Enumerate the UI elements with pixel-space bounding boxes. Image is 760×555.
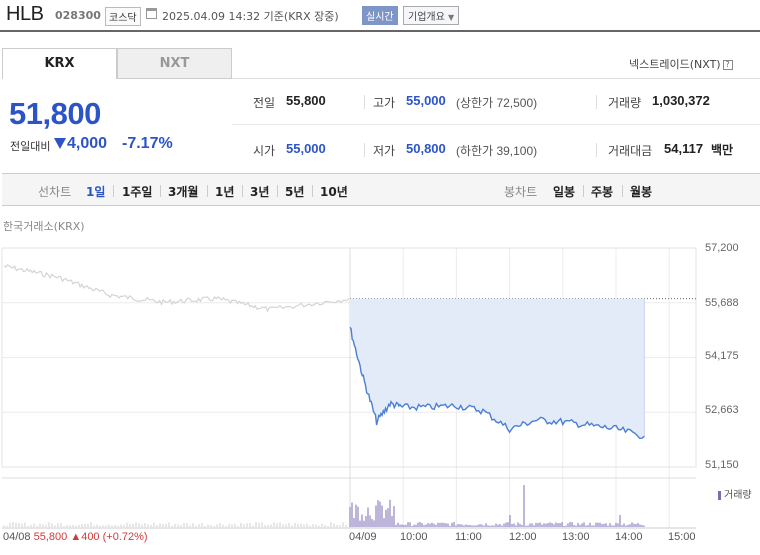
x-tick-label: 10:00 (400, 531, 428, 543)
prev-close-value: 55,800 (286, 93, 326, 108)
separator (596, 95, 597, 109)
change-label: 전일대비 (10, 140, 51, 153)
trade-value-unit: 백만 (711, 143, 734, 157)
period-3y[interactable]: 3년 (250, 185, 270, 199)
separator (583, 185, 584, 197)
chart-title: 한국거래소(KRX) (3, 220, 85, 233)
x-tick-label: 12:00 (509, 531, 537, 543)
change-percent: -7.17% (122, 135, 173, 152)
tab-krx[interactable]: KRX (2, 48, 117, 79)
candle-monthly[interactable]: 월봉 (630, 185, 653, 199)
separator (160, 185, 161, 197)
period-10y[interactable]: 10년 (320, 185, 348, 199)
period-3m[interactable]: 3개월 (168, 185, 199, 199)
stats-divider (232, 124, 760, 125)
prev-day-price-line (3, 264, 350, 313)
candle-daily[interactable]: 일봉 (553, 185, 576, 199)
separator (242, 185, 243, 197)
separator (596, 143, 597, 157)
tab-nxt[interactable]: NXT (117, 48, 232, 79)
nxt-trade-link[interactable]: 넥스트레이드(NXT)? (629, 56, 733, 72)
y-tick-label: 54,175 (705, 350, 739, 362)
upper-limit: (상한가 72,500) (456, 96, 538, 110)
y-tick-label: 57,200 (705, 242, 739, 254)
volume-legend-swatch (718, 490, 721, 500)
high-label: 고가 (373, 96, 396, 110)
candle-weekly[interactable]: 주봉 (591, 185, 614, 199)
candle-chart-label: 봉차트 (504, 185, 538, 199)
trade-value: 54,117 (664, 141, 704, 156)
realtime-button[interactable]: 실시간 (362, 6, 398, 25)
company-overview-button[interactable]: 기업개요 ▼ (403, 6, 460, 25)
x-tick-label: 15:00 (668, 531, 696, 543)
period-1w[interactable]: 1주일 (122, 185, 153, 199)
high-value: 55,000 (406, 93, 446, 108)
y-tick-label: 52,663 (705, 404, 739, 416)
market-badge: 코스닥 (105, 7, 141, 26)
period-1y[interactable]: 1년 (215, 185, 235, 199)
period-1d[interactable]: 1일 (86, 185, 106, 199)
prev-close-label: 전일 (253, 96, 276, 110)
prev-day-change: ▲400 (+0.72%) (70, 531, 148, 543)
line-chart-label: 선차트 (38, 185, 72, 199)
period-5y[interactable]: 5년 (285, 185, 305, 199)
volume-label: 거래량 (608, 96, 642, 110)
open-value: 55,000 (286, 141, 326, 156)
volume-legend: 거래량 (718, 486, 752, 501)
company-overview-label: 기업개요 (408, 12, 445, 23)
change-value: 4,000 (67, 135, 108, 152)
prev-day-date: 04/08 (3, 531, 31, 543)
stock-header: HLB 028300 코스닥 2025.04.09 14:32 기준(KRX 장… (0, 0, 760, 32)
x-tick-label: 14:00 (615, 531, 643, 543)
y-tick-label: 51,150 (705, 459, 739, 471)
calendar-icon (146, 8, 157, 19)
current-price: 51,800 (9, 96, 101, 131)
stock-code: 028300 (55, 9, 101, 22)
separator (622, 185, 623, 197)
price-drop-area (350, 298, 645, 439)
nxt-trade-label: 넥스트레이드(NXT) (629, 58, 721, 71)
prev-day-summary: 04/08 55,800 ▲400 (+0.72%) (3, 531, 148, 543)
help-icon[interactable]: ? (722, 60, 733, 70)
open-label: 시가 (253, 144, 276, 158)
x-tick-label: 13:00 (562, 531, 590, 543)
period-bar: 선차트 1일 1주일 3개월 1년 3년 5년 10년 봉차트 일봉 주봉 월봉 (2, 173, 760, 206)
separator (277, 185, 278, 197)
tab-underline (232, 78, 760, 79)
volume-legend-label: 거래량 (724, 490, 752, 501)
x-tick-label: 04/09 (349, 531, 377, 543)
separator (113, 185, 114, 197)
x-tick-label: 11:00 (455, 531, 482, 543)
separator (364, 143, 365, 157)
separator (312, 185, 313, 197)
timestamp: 2025.04.09 14:32 기준(KRX 장중) (162, 10, 339, 23)
chevron-down-icon: ▼ (448, 13, 455, 22)
low-value: 50,800 (406, 141, 446, 156)
stock-name: HLB (6, 3, 44, 25)
down-arrow-icon (54, 138, 66, 149)
lower-limit: (하한가 39,100) (456, 144, 538, 158)
low-label: 저가 (373, 144, 396, 158)
separator (364, 95, 365, 109)
price-line (349, 326, 645, 440)
trade-value-label: 거래대금 (608, 144, 653, 158)
y-tick-label: 55,688 (705, 297, 739, 309)
volume-value: 1,030,372 (652, 93, 710, 108)
prev-day-close: 55,800 (33, 531, 68, 543)
chart-frame (1, 247, 697, 468)
separator (207, 185, 208, 197)
